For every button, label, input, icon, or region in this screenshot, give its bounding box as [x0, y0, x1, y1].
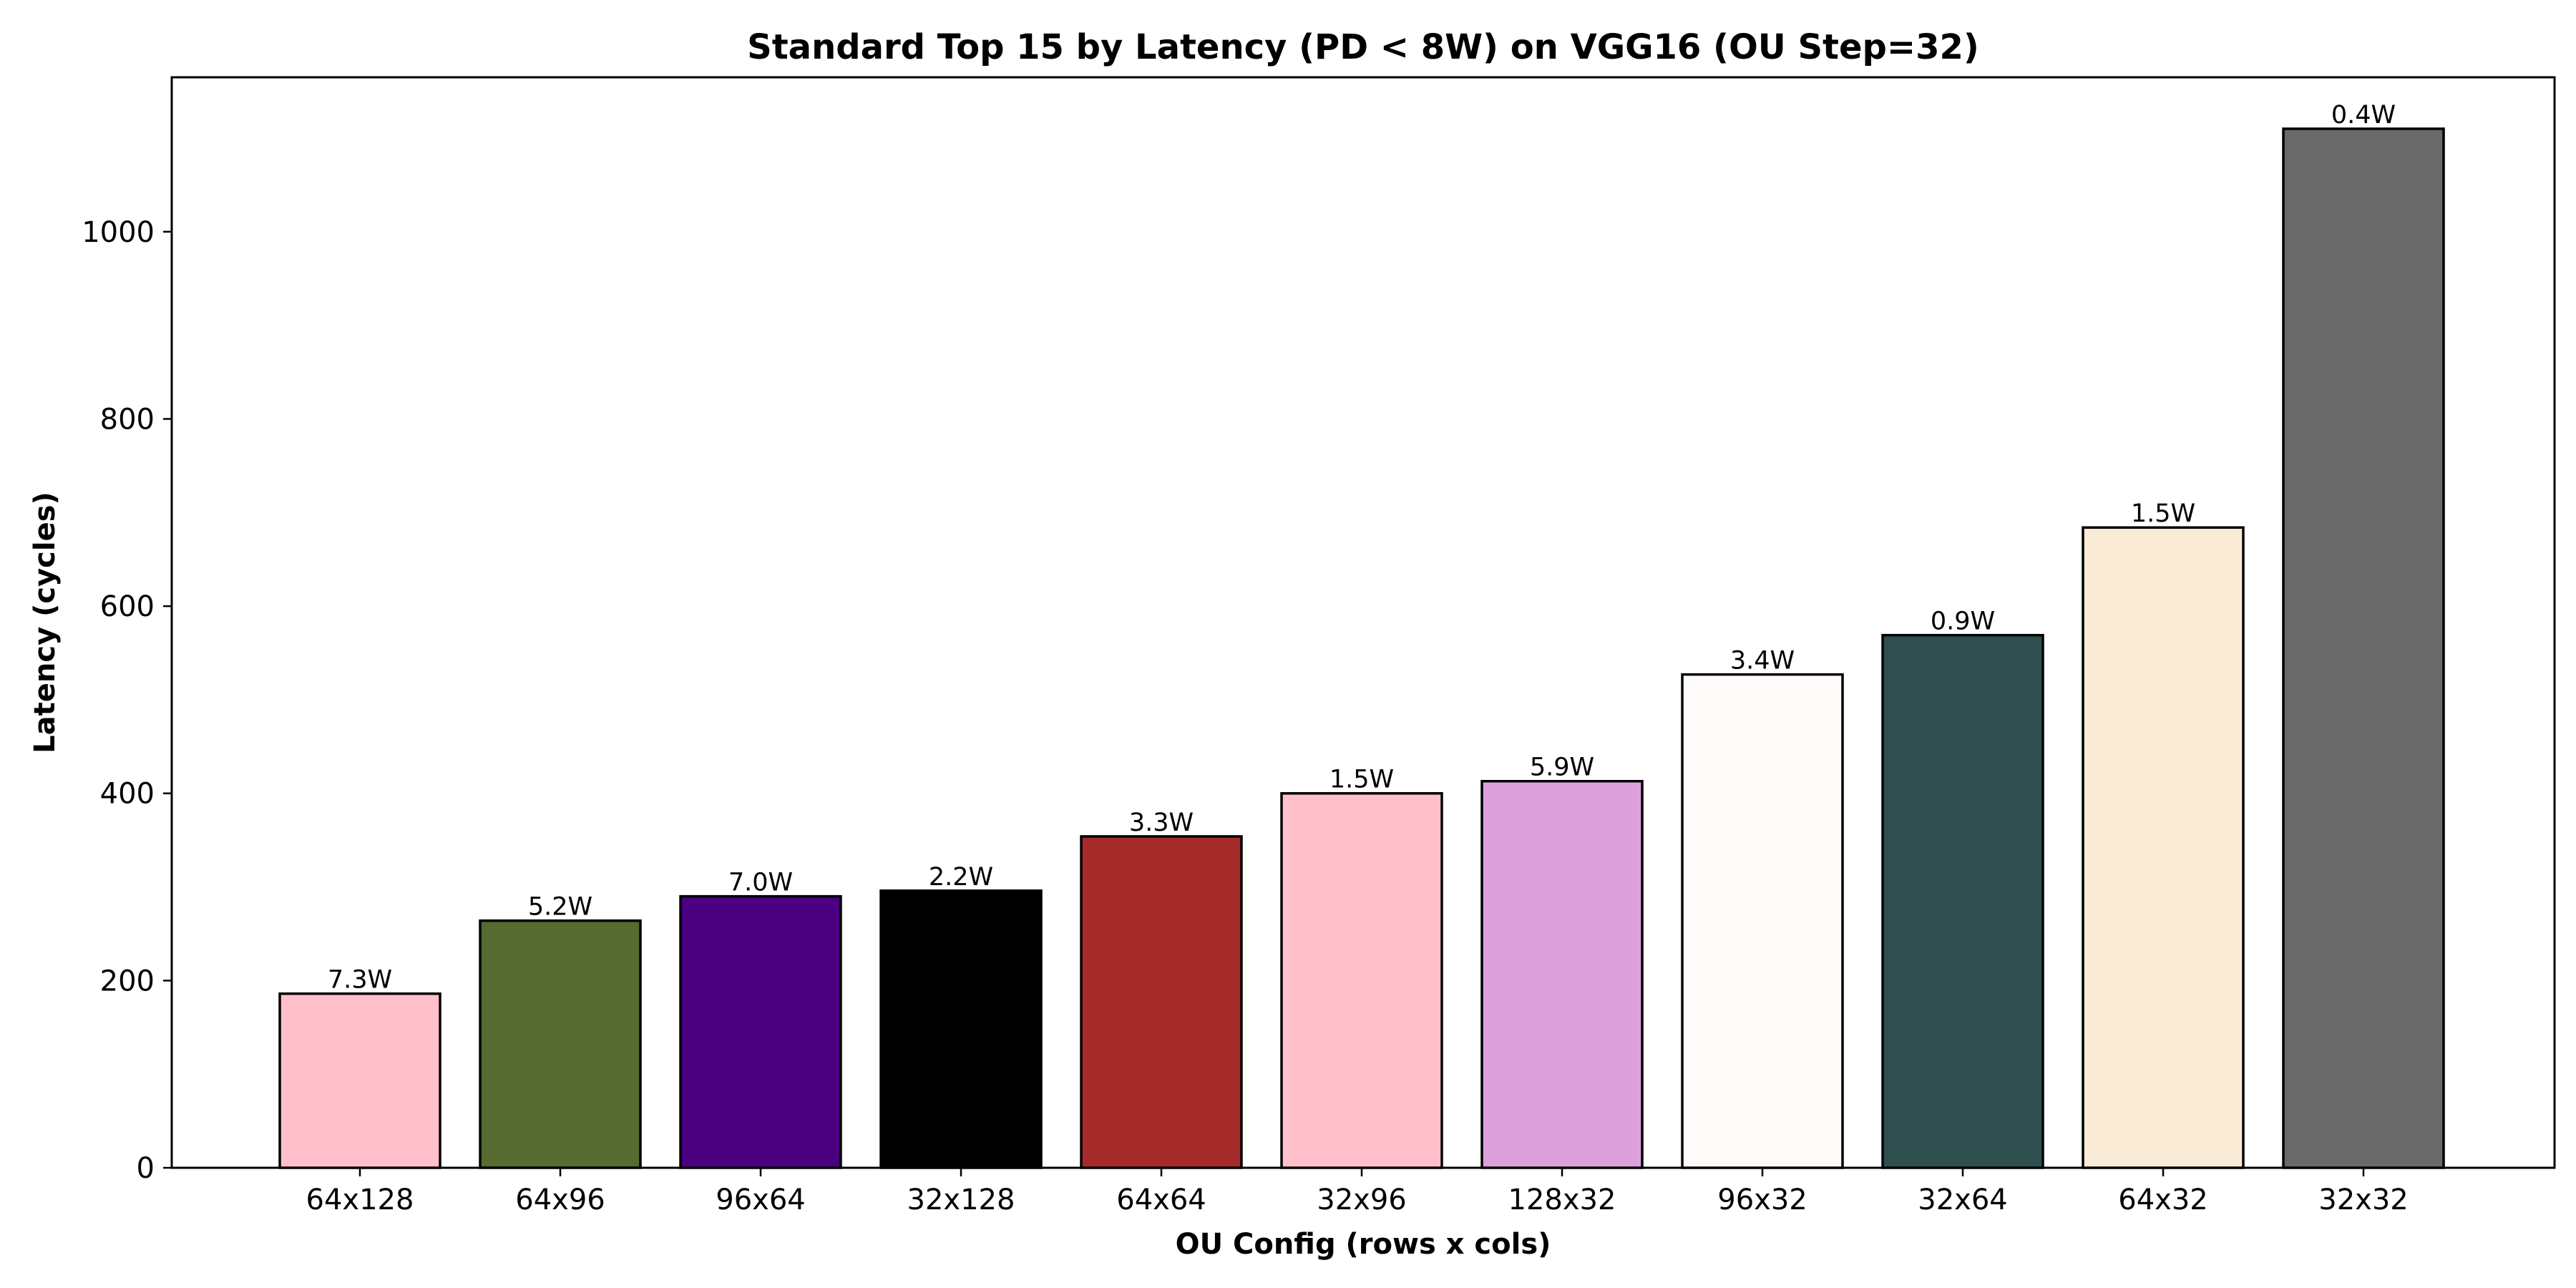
y-tick-label-400: 400 — [100, 778, 155, 811]
bar-64x128 — [278, 992, 441, 1169]
bar-64x96 — [479, 919, 642, 1169]
data-labels: 7.3W 5.2W 7.0W 2.2W 3.3W 1.5W 5.9W 3.4W 0.9W 1.5W… — [328, 101, 2396, 995]
y-tick-label-0: 0 — [137, 1152, 155, 1185]
bar-32x32 — [2282, 127, 2445, 1169]
bar-96x32 — [1681, 673, 1844, 1169]
data-label-32x128: 2.2W — [929, 863, 993, 892]
data-label-64x128: 7.3W — [328, 966, 392, 995]
y-axis-label: Latency (cycles) — [29, 492, 62, 753]
x-tick-label-96x64: 96x64 — [716, 1184, 805, 1216]
x-axis: 64x128 64x96 96x64 32x128 64x64 32x96 128x32 96… — [306, 1168, 2409, 1216]
bar-96x64 — [679, 894, 842, 1169]
bar-32x64 — [1881, 633, 2044, 1169]
x-axis-label: OU Config (rows x cols) — [1176, 1228, 1551, 1261]
x-tick-label-32x128: 32x128 — [907, 1184, 1015, 1216]
data-label-64x32: 1.5W — [2131, 499, 2195, 528]
x-tick-label-32x64: 32x64 — [1918, 1184, 2007, 1216]
bar-128x32 — [1480, 779, 1644, 1169]
plot-frame — [170, 76, 2556, 1169]
x-tick-label-64x128: 64x128 — [306, 1184, 414, 1216]
data-label-96x64: 7.0W — [728, 869, 793, 897]
data-label-32x96: 1.5W — [1330, 766, 1394, 794]
data-label-64x96: 5.2W — [528, 893, 592, 922]
x-tick-label-128x32: 128x32 — [1508, 1184, 1616, 1216]
bar-32x96 — [1280, 791, 1443, 1169]
bar-32x128 — [879, 889, 1043, 1169]
bars — [278, 127, 2445, 1169]
data-label-32x64: 0.9W — [1931, 608, 1995, 636]
chart-title: Standard Top 15 by Latency (PD < 8W) on … — [747, 27, 1979, 67]
x-tick-label-64x96: 64x96 — [515, 1184, 605, 1216]
bar-64x32 — [2082, 526, 2245, 1169]
x-tick-label-32x32: 32x32 — [2318, 1184, 2408, 1216]
y-tick-label-1000: 1000 — [82, 216, 155, 249]
data-label-32x32: 0.4W — [2331, 101, 2396, 130]
x-tick-label-32x96: 32x96 — [1317, 1184, 1406, 1216]
x-tick-label-96x32: 96x32 — [1717, 1184, 1807, 1216]
y-tick-label-800: 800 — [100, 403, 155, 436]
x-tick-label-64x32: 64x32 — [2118, 1184, 2207, 1216]
data-label-64x64: 3.3W — [1129, 809, 1194, 837]
bar-64x64 — [1080, 835, 1243, 1169]
data-label-128x32: 5.9W — [1530, 753, 1594, 782]
data-label-96x32: 3.4W — [1730, 647, 1795, 675]
y-tick-label-200: 200 — [100, 965, 155, 997]
x-tick-label-64x64: 64x64 — [1116, 1184, 1206, 1216]
y-axis: 0 200 400 600 800 1000 — [82, 216, 172, 1185]
y-tick-label-600: 600 — [100, 590, 155, 623]
